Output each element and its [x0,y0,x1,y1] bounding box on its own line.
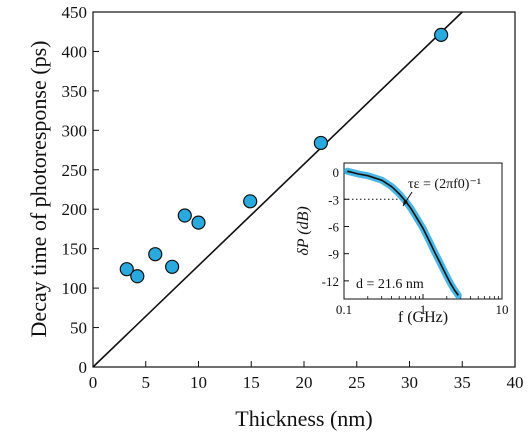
fit-line [92,11,463,368]
x-tick-label-1: 5 [142,373,151,392]
x-tick-label-3: 15 [243,373,260,392]
x-tick-label-5: 25 [348,373,365,392]
inset-y-tick-label-1: -3 [328,192,339,207]
inset-y-axis-title: δP (dB) [295,206,312,255]
y-tick-label-6: 300 [62,121,88,140]
data-point-0 [119,262,134,277]
inset-y-tick-label-4: -12 [322,274,339,289]
data-point-1 [130,269,145,284]
inset-chart: 0.1 1 10 0 -3 -6 -9 -12 δP (dB) f (GHz) τε = (2… [295,162,509,326]
y-tick-label-3: 150 [62,240,88,259]
y-tick-label-8: 400 [62,42,88,61]
data-point-8 [434,27,449,42]
y-tick-label-2: 100 [62,279,88,298]
data-point-2 [148,247,163,262]
data-point-5 [191,215,206,230]
inset-x-axis-title: f (GHz) [398,309,448,326]
y-tick-label-4: 200 [62,200,88,219]
inset-thickness-annotation: d = 21.6 nm [356,277,424,292]
inset-x-tick-label-2: 10 [496,302,509,317]
x-tick-label-6: 30 [401,373,418,392]
x-tick-label-2: 10 [190,373,207,392]
y-axis-title: Decay time of photoresponse (ps) [26,41,51,338]
inset-y-tick-label-3: -9 [328,247,339,262]
data-point-6 [243,194,258,209]
y-tick-label-7: 350 [62,82,88,101]
y-tick-label-0: 0 [79,358,88,377]
inset-annotation-arrowhead [403,199,408,206]
main-chart: 0 5 10 15 20 25 30 35 40050100150200250300350400… [26,3,524,431]
inset-fit-curve [347,170,459,296]
y-tick-label-9: 450 [62,3,88,22]
x-tick-label-4: 20 [296,373,313,392]
inset-x-tick-label-0: 0.1 [336,302,352,317]
inset-formula-annotation: τε = (2πf0)⁻¹ [408,177,481,192]
y-tick-label-1: 50 [70,319,87,338]
inset-x-tick-label-1: 1 [420,302,427,317]
inset-y-tick-label-0: 0 [333,165,340,180]
x-axis-title: Thickness (nm) [235,406,372,431]
data-point-7 [313,135,328,151]
data-point-3 [165,259,180,274]
x-tick-label-8: 40 [507,373,524,392]
y-tick-label-5: 250 [62,161,88,180]
x-tick-label-0: 0 [89,373,98,392]
inset-y-tick-label-2: -6 [328,219,339,234]
data-point-4 [177,208,192,223]
x-tick-label-7: 35 [454,373,471,392]
